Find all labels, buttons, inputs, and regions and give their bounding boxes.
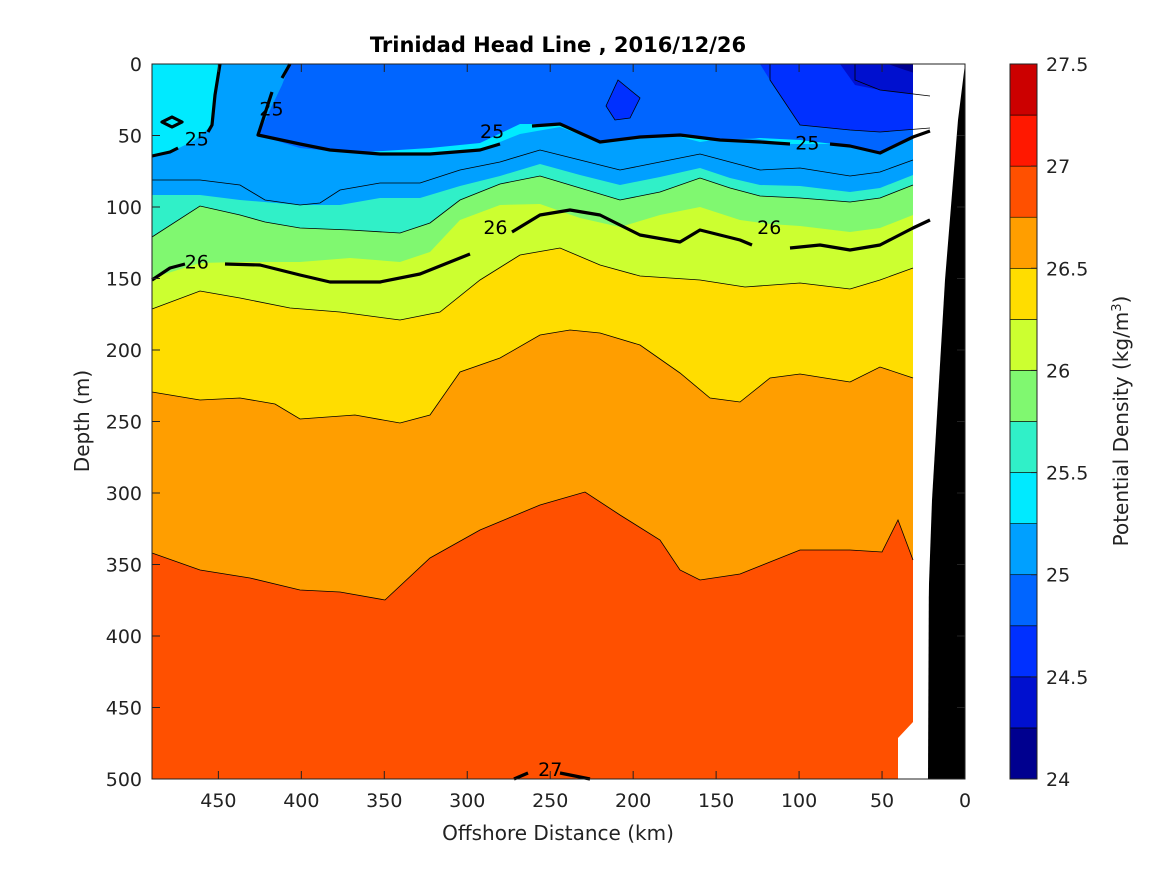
colorbar-swatch bbox=[1009, 472, 1038, 524]
x-tick-label: 300 bbox=[449, 790, 485, 812]
colorbar bbox=[1009, 63, 1038, 780]
y-tick-label: 400 bbox=[106, 626, 142, 648]
x-tick-label: 50 bbox=[870, 790, 894, 812]
x-tick-label: 250 bbox=[532, 790, 568, 812]
seafloor-bathymetry bbox=[922, 64, 965, 779]
colorbar-swatch bbox=[1009, 114, 1038, 167]
colorbar-swatch bbox=[1009, 676, 1038, 729]
y-tick-label: 50 bbox=[118, 126, 142, 148]
y-tick-label: 300 bbox=[106, 483, 142, 505]
contour-label: 26 bbox=[185, 251, 209, 273]
contour-label: 25 bbox=[185, 128, 209, 150]
colorbar-tick-label: 25.5 bbox=[1046, 463, 1088, 485]
colorbar-swatch bbox=[1009, 267, 1038, 320]
contour-label: 25 bbox=[259, 98, 283, 120]
colorbar-label: Potential Density (kg/m3) bbox=[1109, 296, 1133, 547]
seafloor-notch bbox=[913, 322, 930, 779]
x-tick-label: 0 bbox=[959, 790, 971, 812]
y-tick-label: 450 bbox=[106, 698, 142, 720]
thick-contours bbox=[151, 63, 931, 781]
x-tick-label: 400 bbox=[283, 790, 319, 812]
band-24p25-24p5 bbox=[840, 64, 930, 96]
colorbar-ticks: 24 24.5 25 25.5 26 26.5 27 27.5 bbox=[1031, 54, 1088, 791]
colorbar-swatch bbox=[1009, 421, 1038, 473]
contour-label: 25 bbox=[480, 121, 504, 143]
colorbar-swatch bbox=[1009, 727, 1038, 780]
colorbar-swatch bbox=[1009, 625, 1038, 678]
colorbar-swatch bbox=[1009, 165, 1038, 218]
y-tick-label: 100 bbox=[106, 197, 142, 219]
x-tick-label: 450 bbox=[200, 790, 236, 812]
colorbar-swatch bbox=[1009, 63, 1038, 116]
colorbar-tick-label: 27 bbox=[1046, 156, 1070, 178]
x-tick-label: 200 bbox=[615, 790, 651, 812]
contour-label: 27 bbox=[538, 759, 562, 781]
x-axis-label: Offshore Distance (km) bbox=[442, 821, 674, 845]
band-24p5-24p75-patch bbox=[606, 80, 640, 120]
y-tick-label: 350 bbox=[106, 555, 142, 577]
contour-label: 26 bbox=[483, 217, 507, 239]
band-25-25p25 bbox=[152, 64, 913, 205]
colorbar-swatch bbox=[1009, 216, 1038, 269]
colorbar-tick-label: 26.5 bbox=[1046, 258, 1088, 280]
contour-labels: 25 25 25 25 26 26 26 27 bbox=[185, 98, 820, 781]
chart-title: Trinidad Head Line , 2016/12/26 bbox=[370, 33, 746, 57]
x-tick-label: 350 bbox=[366, 790, 402, 812]
colorbar-label-sup: 3 bbox=[1110, 303, 1125, 311]
colorbar-swatch bbox=[1009, 370, 1038, 422]
colorbar-label-end: ) bbox=[1109, 296, 1133, 304]
y-axis-label: Depth (m) bbox=[70, 370, 94, 472]
thin-contours bbox=[151, 64, 931, 601]
y-tick-label: 0 bbox=[130, 54, 142, 76]
colorbar-swatch bbox=[1009, 319, 1038, 371]
contour-label: 26 bbox=[757, 217, 781, 239]
y-axis-ticks: 0 50 100 150 200 250 300 350 400 450 500 bbox=[106, 54, 965, 791]
x-tick-label: 100 bbox=[781, 790, 817, 812]
colorbar-tick-label: 24.5 bbox=[1046, 667, 1088, 689]
band-24p75-25 bbox=[215, 64, 930, 153]
x-tick-label: 150 bbox=[698, 790, 734, 812]
contour-label: 25 bbox=[795, 133, 819, 155]
colorbar-tick-label: 24 bbox=[1046, 769, 1070, 791]
y-tick-label: 500 bbox=[106, 769, 142, 791]
y-tick-label: 150 bbox=[106, 269, 142, 291]
colorbar-label-main: Potential Density (kg/m bbox=[1109, 312, 1133, 547]
colorbar-swatch bbox=[1009, 574, 1038, 627]
y-tick-label: 200 bbox=[106, 340, 142, 362]
colorbar-swatch bbox=[1009, 523, 1038, 576]
colorbar-tick-label: 26 bbox=[1046, 360, 1070, 382]
colorbar-tick-label: 27.5 bbox=[1046, 54, 1088, 76]
colorbar-frame bbox=[1009, 63, 1038, 780]
plot-area: 25 25 25 25 26 26 26 27 bbox=[151, 63, 966, 781]
colorbar-tick-label: 25 bbox=[1046, 565, 1070, 587]
x-axis-ticks: 450 400 350 300 250 200 150 100 50 0 bbox=[200, 64, 971, 812]
y-tick-label: 250 bbox=[106, 412, 142, 434]
